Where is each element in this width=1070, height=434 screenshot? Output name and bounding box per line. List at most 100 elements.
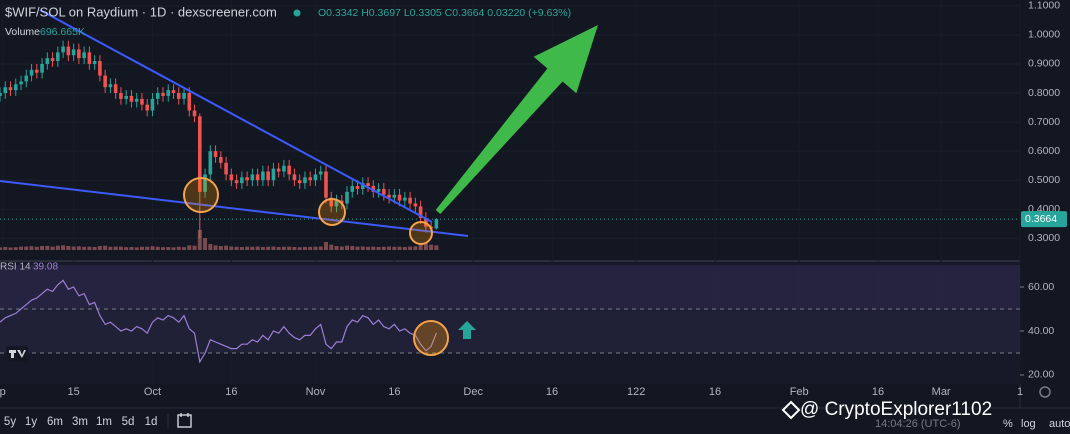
volume-bar: [387, 246, 392, 250]
candle-body: [150, 98, 155, 111]
volume-bar: [250, 246, 255, 250]
volume-bar: [434, 245, 439, 250]
candle-body: [324, 171, 328, 198]
volume-bar: [76, 246, 81, 250]
timeframe-button[interactable]: 1d: [145, 416, 158, 428]
ohlc-values: O0.3342 H0.3697 L0.3305 C0.3664 0.03220 …: [318, 7, 571, 19]
timeframe-button[interactable]: 1m: [96, 416, 112, 428]
candle-body: [103, 75, 107, 88]
candle-body: [98, 61, 102, 76]
volume-bar: [323, 242, 328, 250]
y-tick-label: 0.3000: [1028, 232, 1060, 244]
candle-body: [255, 174, 260, 181]
x-tick-label: 16: [872, 386, 884, 398]
volume-bar: [92, 247, 97, 250]
volume-bar: [308, 246, 313, 250]
y-tick-label: 0.9000: [1028, 58, 1060, 70]
volume-bar: [171, 247, 176, 250]
annotations: [0, 9, 1051, 429]
timeframe-button[interactable]: 6m: [47, 416, 63, 428]
volume-bar: [376, 247, 381, 250]
volume-bar: [50, 246, 55, 250]
volume-bar: [208, 244, 213, 250]
volume-bar: [381, 246, 386, 250]
volume-bar: [182, 247, 187, 250]
scale-button[interactable]: %: [1003, 418, 1013, 430]
replay-icon[interactable]: [177, 413, 192, 428]
plot: 0.30000.40000.50000.60000.70000.80000.90…: [0, 0, 1067, 398]
rsi-value: 39.08: [33, 262, 58, 273]
timeframe-button[interactable]: 5y: [4, 416, 16, 428]
rsi-line: [0, 279, 437, 364]
volume-bar: [218, 246, 223, 250]
volume-bar: [19, 246, 24, 250]
candle-body: [403, 197, 407, 201]
volume-bar: [234, 246, 239, 250]
candle-body: [318, 171, 323, 175]
volume-bar: [8, 247, 13, 250]
candle-body: [140, 98, 144, 105]
volume-bar: [423, 243, 428, 250]
volume-bar: [192, 245, 197, 250]
volume-bar: [329, 244, 334, 250]
volume-bar: [224, 245, 229, 250]
scale-button[interactable]: auto: [1049, 418, 1070, 430]
tv-logo: [6, 346, 28, 362]
volume-bar: [97, 246, 102, 250]
rsi-up-arrow: [458, 321, 476, 339]
rsi-tick-label: 40.00: [1028, 325, 1054, 337]
volume-bar: [313, 246, 318, 250]
x-tick-label: Feb: [790, 386, 809, 398]
candle-body: [92, 61, 97, 64]
pair-title: $WIF/SOL on Raydium · 1D · dexscreener.c…: [5, 4, 277, 19]
x-tick-label: 15: [67, 386, 79, 398]
candle-body: [50, 58, 55, 62]
lower-trendline: [0, 180, 469, 237]
candle-body: [224, 162, 228, 175]
volume-bar: [87, 246, 92, 250]
candle-body: [303, 177, 307, 184]
status-dot: [293, 9, 301, 17]
candle-body: [408, 197, 412, 204]
watermark: @ CryptoExplorer1102: [800, 399, 992, 420]
timeframe-button[interactable]: 3m: [72, 416, 88, 428]
volume-bar: [213, 245, 218, 250]
candle-body: [77, 49, 81, 59]
volume-bar: [339, 246, 344, 250]
candle-body: [434, 219, 439, 229]
settings-icon[interactable]: [1039, 386, 1051, 398]
candle-body: [345, 191, 349, 204]
volume-bar: [124, 247, 129, 250]
volume-bar: [260, 247, 265, 250]
candle-body: [155, 93, 160, 99]
scale-button[interactable]: log: [1021, 418, 1036, 430]
candle-body: [203, 174, 207, 192]
candle-body: [176, 93, 181, 99]
timeframe-button[interactable]: 5d: [122, 416, 135, 428]
volume-bar: [292, 247, 297, 250]
candle-body: [219, 156, 223, 163]
candle-body: [261, 171, 265, 181]
candle-body: [24, 75, 29, 82]
volume-bar: [366, 246, 371, 250]
clock: 14:04:26 (UTC-6): [875, 418, 961, 430]
volume-bar: [413, 246, 418, 250]
candle-body: [40, 63, 44, 73]
candle-body: [56, 52, 60, 62]
volume-bar: [82, 246, 87, 250]
candle-body: [282, 165, 286, 172]
rsi-tick-label: 20.00: [1028, 369, 1054, 381]
volume-bar: [271, 246, 276, 250]
candle-body: [276, 168, 281, 172]
volume-bar: [61, 245, 66, 250]
highlight-circle: [183, 177, 219, 213]
volume-bar: [13, 247, 18, 250]
candle-body: [360, 183, 365, 189]
candle-body: [124, 95, 128, 99]
timeframe-button[interactable]: 1y: [25, 416, 37, 428]
highlight-circle: [318, 198, 346, 226]
candle-body: [182, 93, 186, 99]
candle-body: [29, 69, 34, 76]
volume-bar: [34, 246, 39, 250]
candle-body: [229, 174, 234, 181]
